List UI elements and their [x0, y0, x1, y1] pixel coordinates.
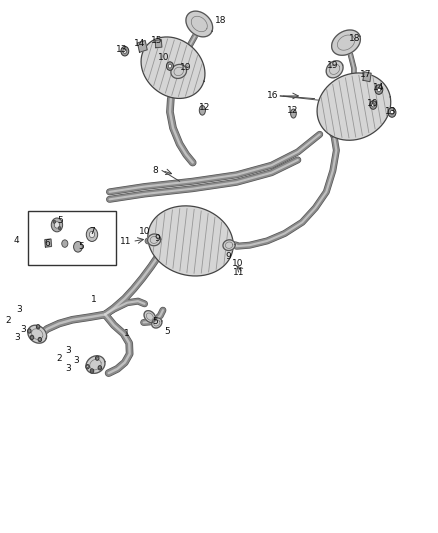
Text: 8: 8: [152, 166, 159, 175]
Circle shape: [390, 110, 394, 115]
Circle shape: [121, 46, 129, 56]
Text: 11: 11: [120, 237, 131, 246]
Text: 10: 10: [158, 53, 169, 61]
Circle shape: [370, 101, 377, 109]
Circle shape: [62, 240, 68, 247]
Circle shape: [91, 370, 93, 372]
Text: 3: 3: [65, 346, 71, 355]
Text: 14: 14: [373, 83, 385, 92]
Text: 2: 2: [57, 354, 62, 363]
Text: 18: 18: [215, 16, 227, 25]
Circle shape: [371, 103, 375, 107]
Text: 5: 5: [78, 242, 84, 251]
Circle shape: [388, 108, 396, 117]
Text: 3: 3: [74, 357, 80, 365]
Text: 10: 10: [232, 259, 244, 268]
Polygon shape: [332, 30, 360, 55]
Polygon shape: [86, 356, 105, 373]
Circle shape: [98, 366, 102, 370]
Text: 4: 4: [14, 236, 19, 245]
Polygon shape: [148, 234, 161, 246]
Polygon shape: [45, 239, 52, 247]
Text: 14: 14: [134, 39, 145, 48]
Circle shape: [90, 369, 94, 373]
Circle shape: [37, 326, 39, 328]
Text: 11: 11: [233, 269, 244, 277]
Circle shape: [375, 85, 383, 94]
Text: 5: 5: [164, 327, 170, 336]
Circle shape: [74, 241, 82, 252]
Bar: [28, 211, 116, 265]
Circle shape: [87, 366, 88, 368]
Text: 1: 1: [124, 329, 130, 338]
Circle shape: [36, 325, 40, 329]
Ellipse shape: [199, 106, 205, 115]
Text: 18: 18: [349, 34, 360, 43]
Text: 3: 3: [20, 325, 26, 334]
Polygon shape: [363, 72, 371, 82]
Circle shape: [28, 330, 30, 332]
Circle shape: [86, 365, 89, 369]
Circle shape: [28, 329, 31, 333]
Circle shape: [99, 367, 101, 369]
Circle shape: [377, 87, 381, 92]
Text: 12: 12: [199, 103, 210, 111]
Text: 13: 13: [385, 107, 397, 116]
Text: 3: 3: [65, 365, 71, 373]
Text: 16: 16: [267, 92, 279, 100]
Circle shape: [31, 336, 33, 338]
Text: 5: 5: [152, 318, 159, 326]
Circle shape: [86, 228, 98, 241]
Polygon shape: [186, 11, 212, 37]
Text: 1: 1: [91, 295, 97, 304]
Circle shape: [58, 227, 61, 230]
Text: 7: 7: [89, 228, 95, 236]
Circle shape: [89, 231, 95, 238]
Text: 19: 19: [180, 63, 192, 72]
Text: 17: 17: [360, 70, 371, 79]
Circle shape: [168, 64, 172, 68]
Polygon shape: [141, 37, 205, 99]
Text: 13: 13: [116, 45, 127, 54]
Polygon shape: [28, 325, 46, 343]
Circle shape: [53, 220, 56, 223]
Polygon shape: [326, 61, 343, 78]
Circle shape: [38, 337, 42, 342]
Polygon shape: [138, 41, 147, 52]
Circle shape: [95, 356, 99, 360]
Circle shape: [39, 338, 41, 341]
Text: 9: 9: [154, 234, 160, 243]
Polygon shape: [152, 318, 162, 328]
Polygon shape: [317, 73, 391, 140]
Text: 9: 9: [225, 252, 231, 261]
Text: 19: 19: [327, 61, 339, 70]
Text: 10: 10: [139, 227, 150, 236]
Text: 6: 6: [44, 239, 50, 248]
Text: 3: 3: [14, 333, 21, 342]
Polygon shape: [144, 311, 155, 322]
Polygon shape: [223, 240, 235, 251]
Text: 10: 10: [367, 100, 379, 108]
Circle shape: [30, 335, 34, 340]
Polygon shape: [155, 39, 162, 48]
Text: 12: 12: [287, 107, 298, 115]
Circle shape: [96, 357, 98, 359]
Polygon shape: [148, 206, 233, 276]
Text: 5: 5: [57, 216, 64, 225]
Ellipse shape: [291, 109, 296, 118]
Text: 15: 15: [151, 36, 162, 45]
Polygon shape: [171, 64, 187, 78]
Circle shape: [166, 62, 173, 70]
Text: 2: 2: [5, 316, 11, 325]
Circle shape: [54, 222, 60, 228]
Circle shape: [123, 49, 127, 53]
Text: 3: 3: [16, 305, 22, 313]
Circle shape: [51, 218, 63, 232]
